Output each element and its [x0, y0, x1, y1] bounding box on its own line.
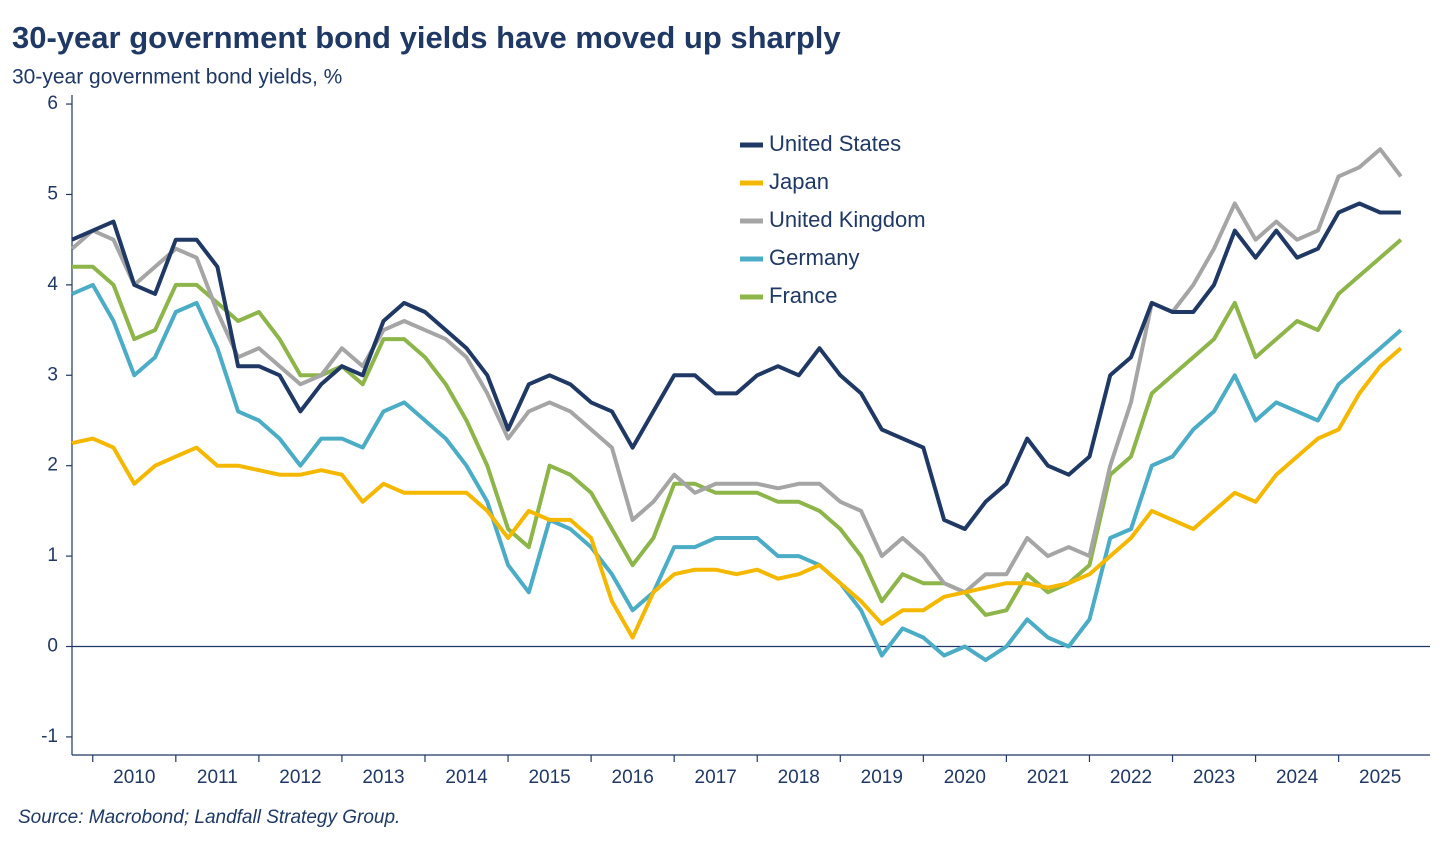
x-tick-label: 2021	[1027, 767, 1069, 788]
y-tick-label: 6	[47, 93, 58, 114]
series-line	[71, 201, 1401, 531]
y-tick-label: 4	[47, 274, 58, 295]
y-tick-label: 1	[47, 545, 58, 566]
x-tick-label: 2020	[944, 767, 986, 788]
x-tick-label: 2015	[528, 767, 570, 788]
x-tick-label: 2010	[113, 767, 155, 788]
chart-title: 30-year government bond yields have move…	[12, 20, 841, 55]
x-tick-label: 2014	[445, 767, 488, 788]
x-tick-label: 2023	[1193, 767, 1235, 788]
series-line	[71, 346, 1403, 640]
legend-label: United Kingdom	[769, 207, 926, 232]
source-note: Source: Macrobond; Landfall Strategy Gro…	[18, 807, 400, 828]
x-tick-label: 2022	[1110, 767, 1152, 788]
x-tick-label: 2017	[695, 767, 737, 788]
x-tick-label: 2025	[1359, 767, 1401, 788]
series-line	[71, 282, 1403, 663]
y-tick-label: 0	[47, 636, 58, 657]
y-tick-label: -1	[41, 726, 58, 747]
chart-subtitle: 30-year government bond yields, %	[12, 66, 342, 89]
x-tick-label: 2016	[612, 767, 654, 788]
legend-label: United States	[769, 131, 901, 156]
x-tick-label: 2013	[362, 767, 404, 788]
x-tick-label: 2011	[197, 767, 238, 788]
x-tick-label: 2024	[1276, 767, 1319, 788]
legend-label: Germany	[769, 245, 859, 270]
series-line	[72, 238, 1403, 617]
legend-label: Japan	[769, 169, 829, 194]
x-tick-label: 2018	[778, 767, 820, 788]
y-tick-label: 5	[47, 183, 58, 204]
legend-label: France	[769, 283, 837, 308]
y-tick-label: 3	[47, 364, 58, 385]
series-line	[70, 147, 1403, 595]
y-tick-label: 2	[47, 455, 58, 476]
x-tick-label: 2019	[861, 767, 903, 788]
x-tick-label: 2012	[279, 767, 321, 788]
